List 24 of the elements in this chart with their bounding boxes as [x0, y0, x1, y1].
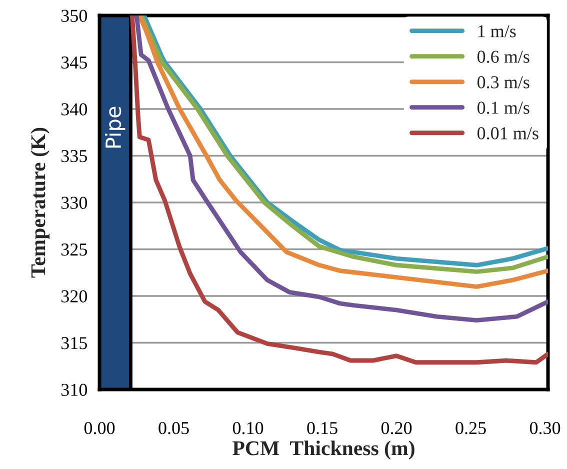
band-label: Pipe: [105, 106, 126, 148]
y-tick-label: 350: [61, 10, 88, 22]
y-tick-label: 320: [61, 290, 88, 302]
legend-label: 0.01 m/s: [477, 127, 538, 140]
x-tick-label: 0.15: [307, 422, 338, 434]
y-tick-label: 335: [61, 150, 87, 162]
x-tick-label: 0.30: [530, 422, 560, 434]
legend-label: 0.3 m/s: [477, 76, 530, 88]
y-tick-label: 330: [61, 196, 88, 209]
x-tick-label: 0.05: [158, 422, 189, 434]
x-axis-title: PCM Thickness (m): [232, 440, 414, 460]
x-tick-label: 0.20: [381, 422, 412, 434]
y-tick-label: 345: [61, 56, 87, 69]
y-tick-label: 315: [61, 337, 87, 350]
x-tick-label: 0.00: [84, 422, 115, 434]
legend-label: 0.6 m/s: [477, 50, 530, 63]
x-tick-label: 0.25: [456, 422, 486, 434]
y-axis-title: Temperature (K): [30, 128, 50, 278]
legend-label: 1 m/s: [478, 25, 516, 38]
y-tick-label: 340: [61, 103, 88, 116]
x-tick-label: 0.10: [232, 422, 264, 434]
legend-label: 0.1 m/s: [477, 102, 530, 114]
y-tick-label: 310: [61, 384, 88, 396]
y-tick-label: 325: [61, 244, 87, 256]
